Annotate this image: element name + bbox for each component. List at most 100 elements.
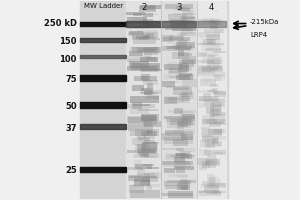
- Bar: [197, 158, 217, 165]
- Bar: [181, 154, 192, 159]
- Bar: [202, 135, 213, 137]
- Bar: [80, 124, 126, 129]
- Bar: [80, 55, 126, 58]
- Bar: [164, 64, 182, 70]
- Bar: [169, 81, 180, 83]
- Bar: [206, 107, 214, 114]
- Bar: [207, 57, 222, 64]
- Bar: [144, 35, 150, 39]
- Bar: [212, 65, 220, 69]
- Bar: [80, 22, 126, 26]
- Bar: [164, 116, 195, 119]
- Bar: [138, 149, 154, 153]
- Bar: [165, 185, 188, 189]
- Bar: [141, 115, 156, 121]
- Bar: [171, 136, 194, 138]
- Bar: [201, 42, 214, 49]
- Bar: [131, 47, 161, 53]
- Bar: [127, 150, 156, 153]
- Bar: [178, 175, 187, 178]
- Bar: [131, 67, 153, 69]
- Bar: [176, 42, 195, 48]
- Bar: [206, 119, 217, 124]
- Bar: [168, 46, 179, 49]
- Bar: [206, 160, 213, 165]
- Bar: [206, 161, 219, 164]
- Bar: [135, 144, 158, 152]
- Bar: [180, 32, 196, 36]
- Bar: [134, 76, 157, 81]
- Bar: [127, 59, 147, 62]
- Bar: [197, 43, 224, 45]
- Bar: [200, 23, 220, 28]
- Bar: [174, 166, 194, 170]
- Bar: [207, 183, 226, 188]
- Bar: [163, 37, 190, 41]
- Bar: [141, 131, 157, 136]
- Bar: [162, 35, 173, 42]
- Bar: [80, 38, 126, 42]
- Bar: [198, 19, 221, 25]
- Bar: [180, 67, 192, 71]
- Bar: [212, 138, 218, 144]
- Bar: [211, 18, 218, 23]
- Bar: [146, 185, 152, 191]
- Bar: [132, 35, 148, 40]
- Bar: [202, 129, 222, 136]
- Bar: [128, 104, 155, 108]
- Bar: [143, 19, 153, 26]
- Bar: [198, 99, 212, 101]
- Bar: [132, 138, 149, 145]
- Bar: [209, 38, 221, 46]
- Bar: [172, 45, 186, 48]
- Bar: [213, 22, 223, 25]
- Text: 50: 50: [65, 102, 77, 111]
- Bar: [130, 131, 149, 136]
- Bar: [167, 62, 187, 70]
- Bar: [142, 114, 157, 120]
- Bar: [173, 13, 194, 15]
- Bar: [126, 12, 145, 15]
- Bar: [200, 53, 217, 56]
- Bar: [165, 28, 180, 30]
- Bar: [201, 75, 225, 81]
- Bar: [140, 92, 158, 94]
- Bar: [181, 185, 188, 190]
- Bar: [170, 23, 186, 27]
- Bar: [142, 149, 157, 154]
- Bar: [146, 172, 161, 179]
- Bar: [172, 52, 189, 59]
- Bar: [213, 129, 226, 133]
- Bar: [202, 119, 226, 125]
- Bar: [202, 136, 226, 140]
- Bar: [198, 191, 226, 193]
- Bar: [178, 93, 188, 97]
- Bar: [127, 17, 147, 24]
- Bar: [206, 45, 221, 53]
- Bar: [214, 91, 226, 95]
- Text: LRP4: LRP4: [250, 32, 267, 38]
- Bar: [214, 75, 221, 81]
- Bar: [140, 65, 159, 72]
- Bar: [165, 131, 194, 134]
- Bar: [199, 190, 221, 196]
- Bar: [202, 136, 219, 142]
- Bar: [210, 21, 218, 29]
- Text: MW Ladder: MW Ladder: [84, 3, 123, 9]
- Bar: [162, 148, 182, 150]
- Bar: [199, 164, 208, 170]
- Bar: [174, 157, 185, 162]
- Bar: [140, 154, 149, 157]
- Bar: [132, 102, 142, 109]
- Bar: [131, 33, 150, 38]
- Bar: [130, 63, 160, 70]
- Bar: [213, 175, 218, 178]
- Bar: [178, 116, 192, 123]
- Bar: [169, 68, 187, 73]
- Bar: [133, 37, 155, 44]
- Bar: [180, 63, 189, 69]
- Bar: [178, 148, 195, 152]
- Bar: [167, 118, 190, 122]
- Bar: [168, 38, 190, 44]
- Bar: [178, 73, 192, 76]
